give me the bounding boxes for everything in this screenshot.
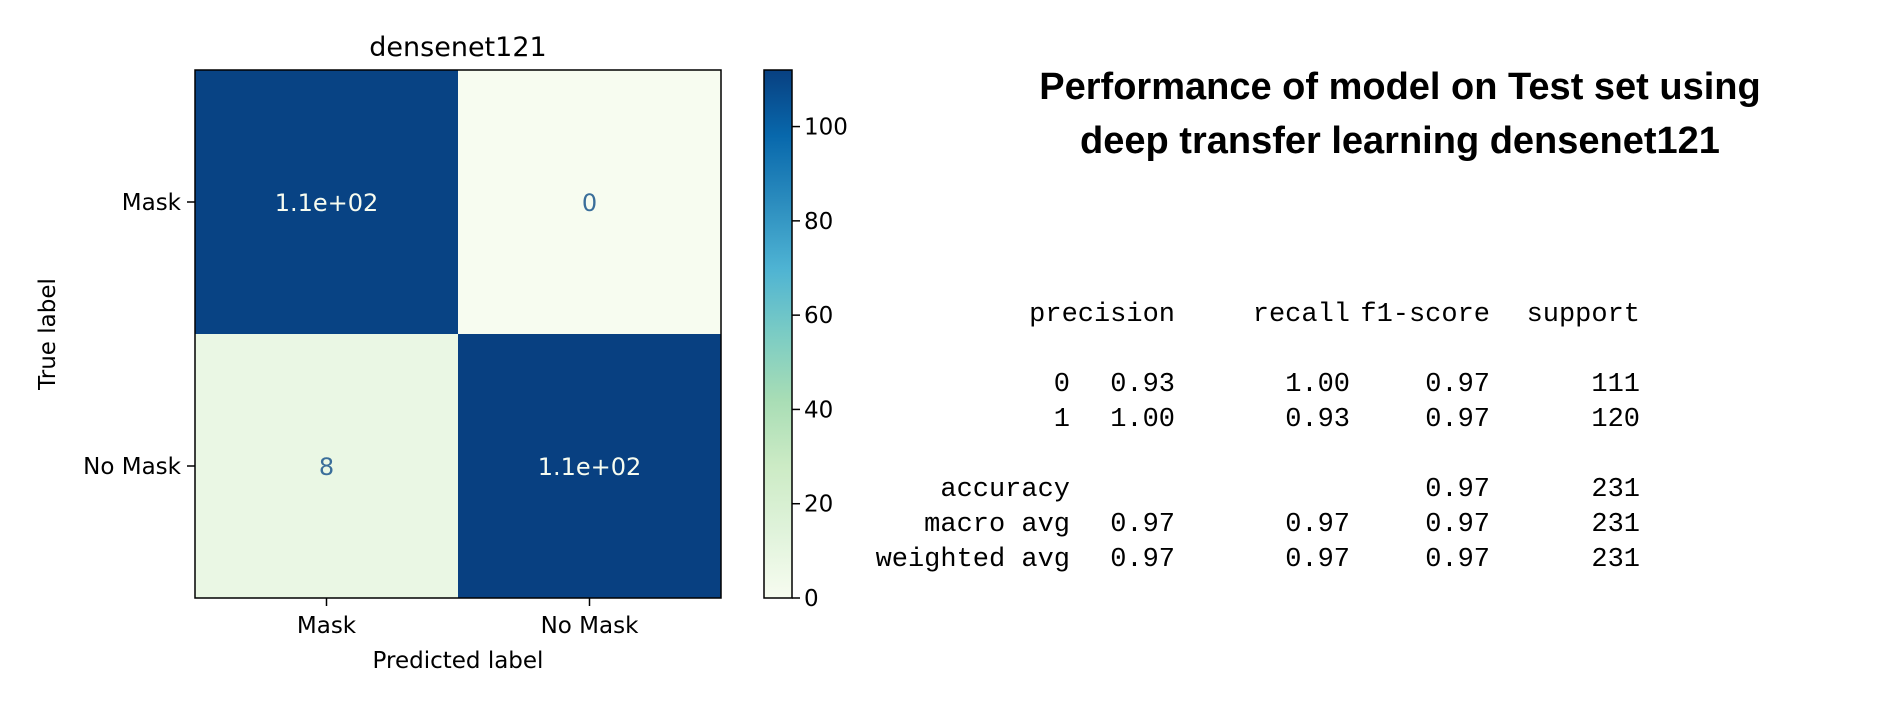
row-label: 1 xyxy=(1053,405,1070,435)
matrix-cell xyxy=(195,334,458,598)
row-f1: 0.97 xyxy=(1425,370,1490,400)
colorbar-tick-label: 20 xyxy=(804,492,833,518)
row-support: 111 xyxy=(1591,370,1640,400)
report-title-line-2: deep transfer learning densenet121 xyxy=(1080,120,1720,162)
row-label: accuracy xyxy=(940,475,1070,505)
report-title-line-1: Performance of model on Test set using xyxy=(1039,66,1761,108)
colorbar-tick-label: 100 xyxy=(804,115,848,141)
colorbar-tick-label: 0 xyxy=(804,586,819,612)
row-f1: 0.97 xyxy=(1425,475,1490,505)
report-row-macro-avg: macro avg 0.97 0.97 0.97 231 xyxy=(920,510,1880,545)
colorbar-tick-label: 40 xyxy=(804,397,833,423)
report-row-accuracy: accuracy 0.97 231 xyxy=(920,475,1880,510)
classification-report: precision recall f1-score support 0 0.93… xyxy=(876,300,1880,580)
row-f1: 0.97 xyxy=(1425,510,1490,540)
x-tick-label: No Mask xyxy=(541,613,640,639)
row-label: weighted avg xyxy=(875,545,1070,575)
header-support: support xyxy=(1526,300,1640,330)
row-support: 231 xyxy=(1591,510,1640,540)
row-precision: 0.93 xyxy=(1110,370,1175,400)
row-label: macro avg xyxy=(924,510,1070,540)
report-row-weighted-avg: weighted avg 0.97 0.97 0.97 231 xyxy=(876,545,1880,580)
row-precision: 1.00 xyxy=(1110,405,1175,435)
x-axis-label: Predicted label xyxy=(373,648,544,674)
row-recall: 0.97 xyxy=(1285,545,1350,575)
row-support: 231 xyxy=(1591,545,1640,575)
colorbar xyxy=(763,69,793,599)
report-row-1: 1 1.00 0.93 0.97 120 xyxy=(920,405,1880,440)
y-tick-label: No Mask xyxy=(83,454,182,480)
confusion-matrix-figure: 1.1e+02 0 8 1.1e+02 densenet121 Mask No Mask Pr… xyxy=(0,0,900,712)
matrix-cell xyxy=(195,70,458,334)
report-row-0: 0 0.93 1.00 0.97 111 xyxy=(920,370,1880,405)
cell-value-label: 0 xyxy=(582,189,597,217)
cell-value-label: 1.1e+02 xyxy=(538,453,642,481)
report-title: Performance of model on Test set using d… xyxy=(1000,60,1800,168)
row-support: 120 xyxy=(1591,405,1640,435)
row-recall: 0.97 xyxy=(1285,510,1350,540)
row-recall: 0.93 xyxy=(1285,405,1350,435)
colorbar-tick-label: 80 xyxy=(804,209,833,235)
row-precision: 0.97 xyxy=(1110,545,1175,575)
matrix-cell xyxy=(458,70,721,334)
row-label: 0 xyxy=(1053,370,1070,400)
row-recall: 1.00 xyxy=(1285,370,1350,400)
row-support: 231 xyxy=(1591,475,1640,505)
header-f1-score: f1-score xyxy=(1360,300,1490,330)
cell-value-label: 1.1e+02 xyxy=(275,189,379,217)
y-tick-label: Mask xyxy=(122,190,182,216)
chart-title: densenet121 xyxy=(369,32,546,63)
row-f1: 0.97 xyxy=(1425,405,1490,435)
y-axis-label: True label xyxy=(35,278,61,391)
report-header-row: precision recall f1-score support xyxy=(920,300,1880,335)
x-tick-label: Mask xyxy=(297,613,357,639)
cell-value-label: 8 xyxy=(319,453,334,481)
row-f1: 0.97 xyxy=(1425,545,1490,575)
header-precision: precision xyxy=(1029,300,1175,330)
colorbar-tick-label: 60 xyxy=(804,303,833,329)
confusion-matrix-chart: 1.1e+02 0 8 1.1e+02 densenet121 Mask No Mask Pr… xyxy=(35,32,848,674)
header-recall: recall xyxy=(1252,300,1350,330)
row-precision: 0.97 xyxy=(1110,510,1175,540)
matrix-cell xyxy=(458,334,721,598)
matrix-frame xyxy=(194,69,722,599)
